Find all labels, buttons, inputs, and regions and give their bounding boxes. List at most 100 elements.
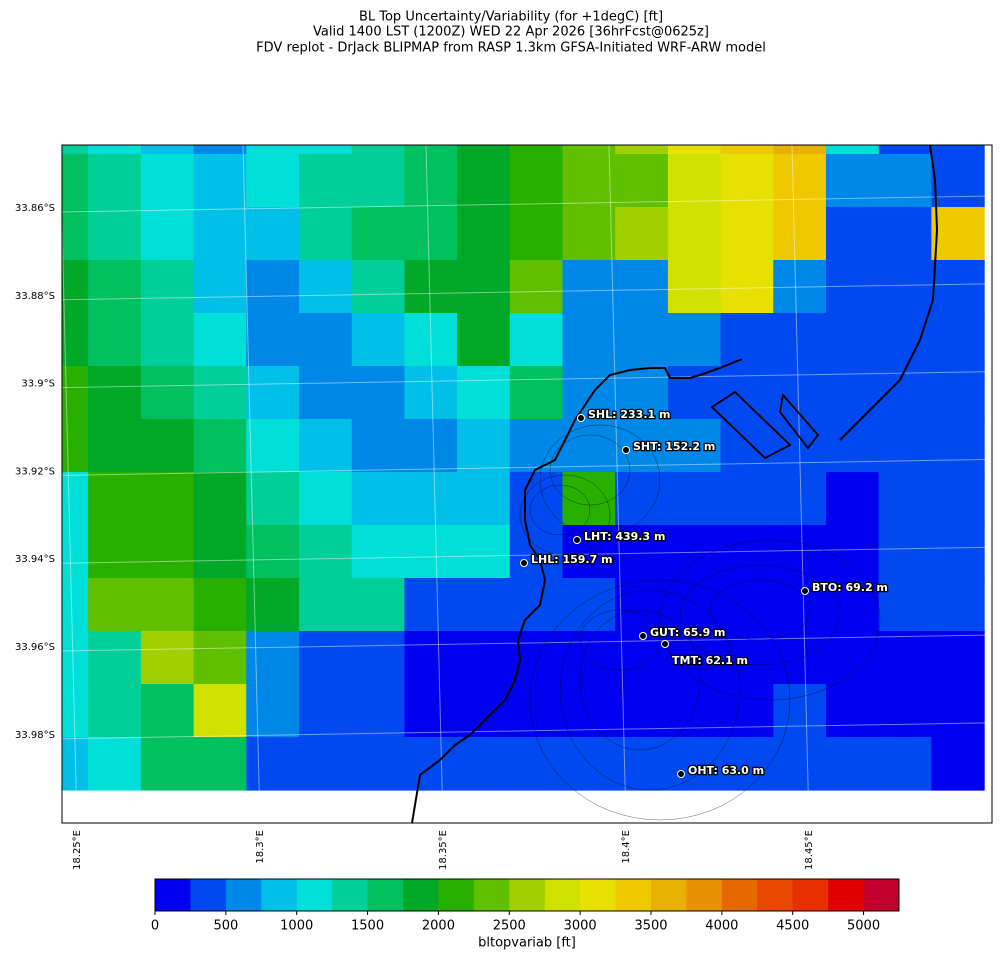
cell [62, 525, 89, 579]
cell [404, 631, 458, 685]
grid-line [608, 145, 627, 823]
cell [931, 419, 985, 473]
cell [88, 684, 142, 738]
colorbar-segment [509, 879, 546, 911]
cell [509, 578, 564, 632]
cell [457, 313, 511, 367]
cell [509, 154, 564, 208]
colorbar-segment [367, 879, 404, 911]
cell [773, 154, 827, 208]
cell [88, 419, 142, 473]
cell [299, 260, 353, 314]
cell [193, 366, 247, 420]
cell [457, 525, 511, 579]
heatmap [62, 145, 985, 791]
cell [404, 419, 458, 473]
cell [615, 525, 669, 579]
cell [404, 366, 458, 420]
cell [615, 419, 669, 473]
cell [667, 419, 722, 473]
cell [457, 631, 511, 685]
colorbar-tick-label: 2500 [493, 919, 526, 934]
cell [404, 207, 458, 261]
cell [826, 525, 880, 579]
cell [878, 578, 932, 632]
cell [457, 419, 511, 473]
cell [878, 631, 932, 685]
cell [246, 737, 300, 791]
cell [140, 737, 195, 791]
cell [931, 154, 985, 208]
cell [931, 525, 985, 579]
cell [457, 737, 511, 791]
cell [140, 154, 195, 208]
station-label: LHT: 439.3 m [584, 530, 665, 543]
cell [140, 313, 195, 367]
cell [88, 145, 142, 155]
cell [826, 207, 880, 261]
cell [878, 260, 932, 314]
cell [720, 684, 774, 738]
cell [720, 207, 774, 261]
cell [773, 631, 827, 685]
colorbar-segment [155, 879, 191, 911]
cell [193, 578, 247, 632]
cell [193, 207, 247, 261]
colorbar-tick-label: 1000 [280, 919, 313, 934]
cell [299, 684, 353, 738]
station-label: SHL: 233.1 m [588, 408, 670, 421]
cell [299, 737, 353, 791]
cell [667, 154, 722, 208]
cell [193, 154, 247, 208]
lat-tick-label: 33.98°S [15, 730, 55, 741]
cell [351, 684, 405, 738]
cell [773, 684, 827, 738]
station-marker [520, 559, 528, 567]
cell [140, 578, 195, 632]
lat-tick-label: 33.86°S [15, 203, 55, 214]
cell [667, 313, 722, 367]
station-label: GUT: 65.9 m [650, 626, 726, 639]
cell [404, 313, 458, 367]
cell [62, 154, 89, 208]
cell [667, 366, 722, 420]
cell [720, 366, 774, 420]
cell [878, 737, 932, 791]
cell [878, 313, 932, 367]
cell [351, 313, 405, 367]
cell [246, 525, 300, 579]
cell [457, 684, 511, 738]
colorbar: 0 500 1000 1500 2000 2500 3000 3500 4000 4500 5000 [151, 878, 900, 934]
cell [615, 578, 669, 632]
cell [351, 631, 405, 685]
colorbar-segment [473, 879, 510, 911]
station-marker [639, 632, 647, 640]
cell [246, 684, 300, 738]
cell [720, 472, 774, 526]
station-label: TMT: 62.1 m [672, 654, 748, 667]
cell [931, 145, 985, 155]
cell [193, 260, 247, 314]
cell [509, 207, 564, 261]
cell [299, 419, 353, 473]
colorbar-segment [544, 879, 581, 911]
station-marker [573, 536, 581, 544]
cell [931, 631, 985, 685]
cell [615, 154, 669, 208]
cell [140, 207, 195, 261]
cell [878, 684, 932, 738]
cell [878, 207, 932, 261]
colorbar-label: bltopvariab [ft] [478, 936, 576, 951]
colorbar-segment [686, 879, 723, 911]
cell [773, 578, 827, 632]
cell [88, 366, 142, 420]
colorbar-tick-label: 3500 [634, 919, 667, 934]
cell [404, 525, 458, 579]
station-label: OHT: 63.0 m [688, 764, 764, 777]
cell [193, 631, 247, 685]
cell [826, 154, 880, 208]
cell [931, 313, 985, 367]
cell [615, 737, 669, 791]
cell [773, 472, 827, 526]
